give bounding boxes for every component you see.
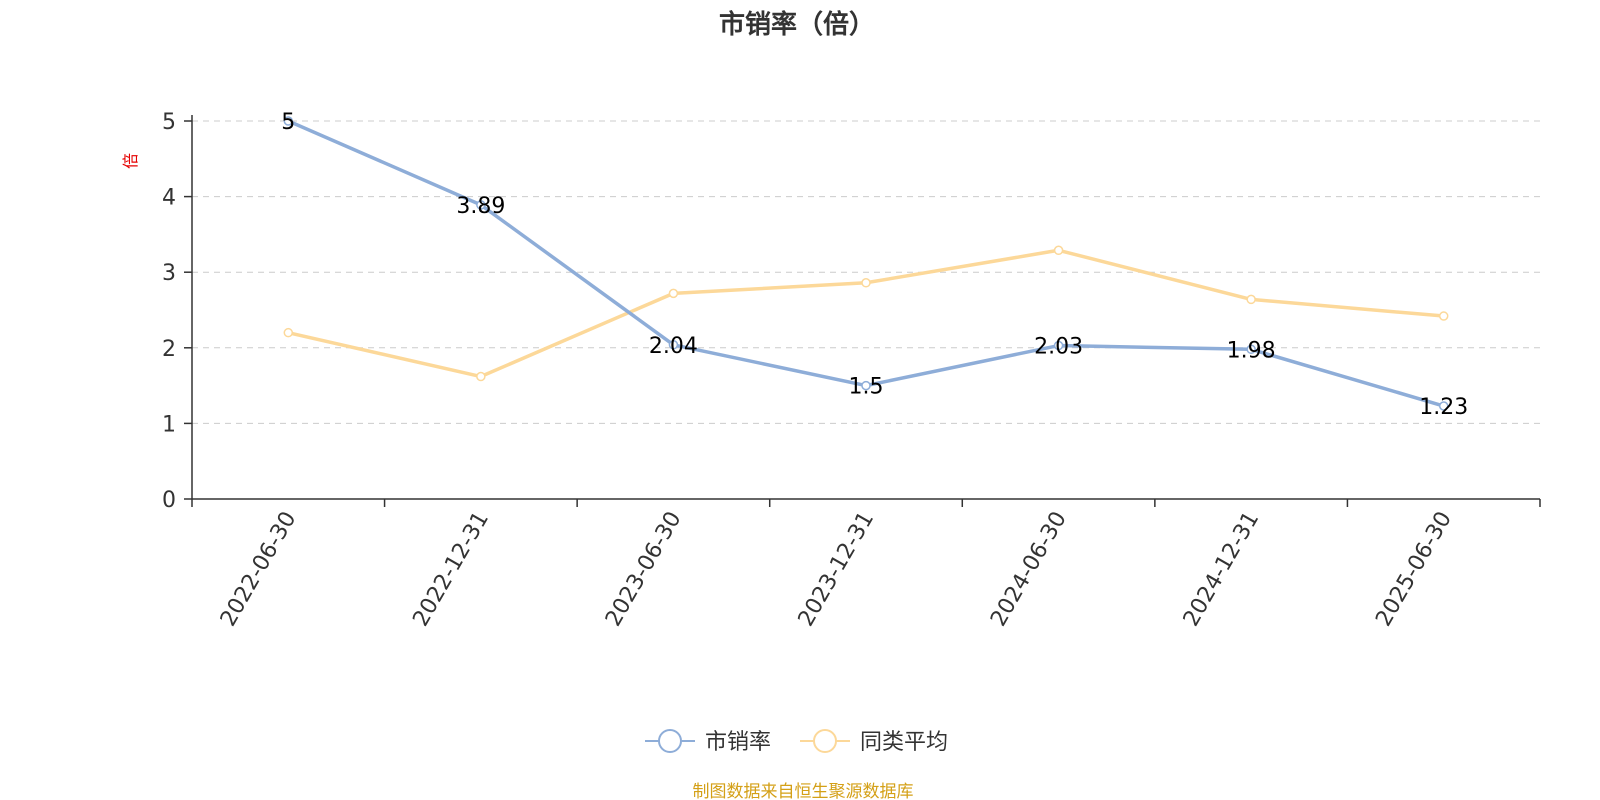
legend-marker (813, 729, 837, 753)
data-point (476, 200, 486, 210)
legend-label: 市销率 (705, 730, 771, 755)
y-tick-label: 5 (162, 110, 176, 135)
data-label: 1.5 (849, 375, 884, 400)
data-point (1438, 401, 1449, 411)
x-tick-label: 2024-12-31 (1179, 508, 1265, 631)
y-tick-label: 4 (162, 186, 176, 211)
data-point (1438, 311, 1449, 321)
data-point (861, 278, 871, 288)
data-label: 3.89 (456, 194, 505, 219)
x-tick-label: 2022-12-31 (408, 508, 494, 631)
data-point (861, 380, 871, 391)
data-point (668, 288, 679, 299)
y-tick-label: 2 (162, 337, 176, 362)
source-caption: 制图数据来自恒生聚源数据库 (693, 782, 914, 800)
legend-marker (658, 729, 682, 753)
data-point (283, 116, 294, 126)
y-tick-label: 3 (162, 261, 176, 286)
data-label: 2.04 (649, 334, 698, 359)
data-point (1053, 340, 1064, 351)
x-tick-label: 2025-06-30 (1371, 508, 1457, 631)
data-label: 5 (281, 110, 295, 135)
y-tick-label: 1 (162, 412, 176, 437)
x-tick-label: 2023-06-30 (601, 508, 687, 631)
y-tick-label: 0 (162, 488, 176, 513)
data-point (476, 371, 486, 382)
data-point (283, 327, 294, 338)
data-label: 1.23 (1419, 395, 1468, 420)
data-point (668, 340, 679, 350)
x-tick-label: 2022-06-30 (216, 508, 302, 631)
legend-label: 同类平均 (860, 730, 948, 755)
y-axis-label: 倍 (121, 153, 140, 169)
data-point (1246, 344, 1256, 355)
data-label: 2.03 (1034, 335, 1083, 360)
data-point (1053, 245, 1064, 256)
x-tick-label: 2023-12-31 (794, 508, 880, 631)
data-point (1246, 294, 1256, 305)
x-tick-label: 2024-06-30 (986, 508, 1072, 631)
data-label: 1.98 (1227, 338, 1276, 363)
chart-title: 市销率（倍） (719, 9, 875, 40)
